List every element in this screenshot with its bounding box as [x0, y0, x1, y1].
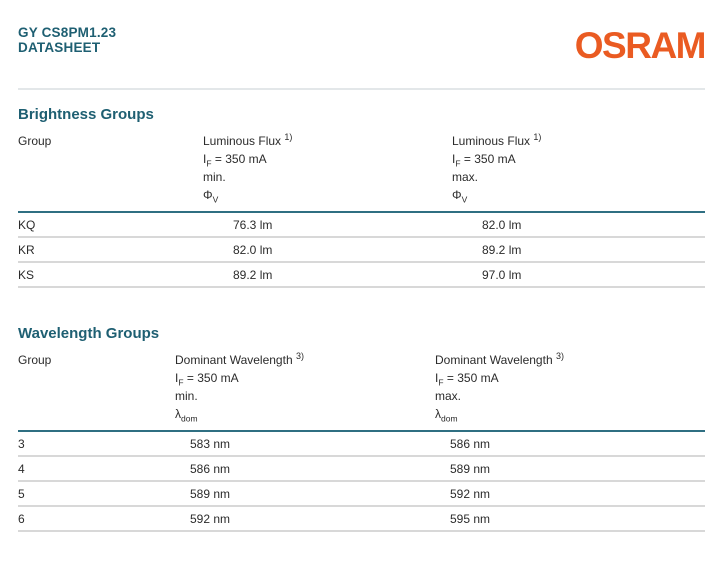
table-row: KR 82.0 lm 89.2 lm	[18, 237, 705, 263]
brightness-table: Group Luminous Flux 1) IF = 350 mA min.	[18, 132, 705, 288]
min-value-cell: 586 nm	[175, 456, 435, 482]
group-cell: 6	[18, 506, 175, 532]
max-value-cell: 82.0 lm	[452, 212, 705, 238]
osram-logo: OSRAM	[574, 25, 707, 66]
group-cell: 3	[18, 431, 175, 457]
luminous-flux-max-column-header: Luminous Flux 1) IF = 350 mA max. ΦV	[452, 132, 705, 213]
wavelength-table: Group Dominant Wavelength 3) IF = 350 mA…	[18, 351, 705, 532]
group-cell: KQ	[18, 212, 203, 238]
max-value-cell: 586 nm	[435, 431, 705, 457]
max-value-cell: 89.2 lm	[452, 237, 705, 263]
wavelength-header-row: Group Dominant Wavelength 3) IF = 350 mA…	[18, 351, 705, 432]
group-cell: 5	[18, 481, 175, 507]
phi-symbol: Φ	[452, 188, 462, 202]
table-row: 5 589 nm 592 nm	[18, 481, 705, 507]
max-value-cell: 592 nm	[435, 481, 705, 507]
dominant-wavelength-min-column-header: Dominant Wavelength 3) IF = 350 mA min. …	[175, 351, 435, 432]
footnote-marker: 3)	[555, 351, 564, 361]
lambda-symbol: λ	[435, 407, 441, 421]
footnote-marker: 3)	[295, 351, 304, 361]
group-cell: KR	[18, 237, 203, 263]
wavelength-section-title: Wavelength Groups	[18, 325, 160, 342]
min-value-cell: 589 nm	[175, 481, 435, 507]
min-value-cell: 583 nm	[175, 431, 435, 457]
footnote-marker: 1)	[284, 132, 293, 142]
group-column-header: Group	[18, 132, 203, 213]
group-column-header: Group	[18, 351, 175, 432]
min-value-cell: 82.0 lm	[203, 237, 452, 263]
brightness-section-title: Brightness Groups	[18, 106, 154, 123]
section-wavelength-groups: Wavelength Groups Group Dominant Wavelen…	[18, 325, 705, 532]
min-value-cell: 89.2 lm	[203, 262, 452, 288]
max-value-cell: 97.0 lm	[452, 262, 705, 288]
brightness-header-row: Group Luminous Flux 1) IF = 350 mA min.	[18, 132, 705, 213]
doc-header: GY CS8PM1.23 DATASHEET OSRAM	[18, 25, 707, 88]
table-row: KQ 76.3 lm 82.0 lm	[18, 212, 705, 238]
group-cell: 4	[18, 456, 175, 482]
table-row: 3 583 nm 586 nm	[18, 431, 705, 457]
min-value-cell: 592 nm	[175, 506, 435, 532]
max-value-cell: 589 nm	[435, 456, 705, 482]
max-value-cell: 595 nm	[435, 506, 705, 532]
min-value-cell: 76.3 lm	[203, 212, 452, 238]
doc-type: DATASHEET	[18, 40, 101, 55]
table-row: 4 586 nm 589 nm	[18, 456, 705, 482]
doc-title-block: GY CS8PM1.23 DATASHEET	[18, 25, 116, 55]
phi-symbol: Φ	[203, 188, 213, 202]
footnote-marker: 1)	[533, 132, 542, 142]
header-divider	[18, 88, 705, 90]
lambda-symbol: λ	[175, 407, 181, 421]
dominant-wavelength-max-column-header: Dominant Wavelength 3) IF = 350 mA max. …	[435, 351, 705, 432]
table-row: KS 89.2 lm 97.0 lm	[18, 262, 705, 288]
group-cell: KS	[18, 262, 203, 288]
section-brightness-groups: Brightness Groups Group Luminous Flux 1)…	[18, 106, 705, 288]
table-row: 6 592 nm 595 nm	[18, 506, 705, 532]
luminous-flux-min-column-header: Luminous Flux 1) IF = 350 mA min. ΦV	[203, 132, 452, 213]
product-name: GY CS8PM1.23	[18, 25, 117, 40]
